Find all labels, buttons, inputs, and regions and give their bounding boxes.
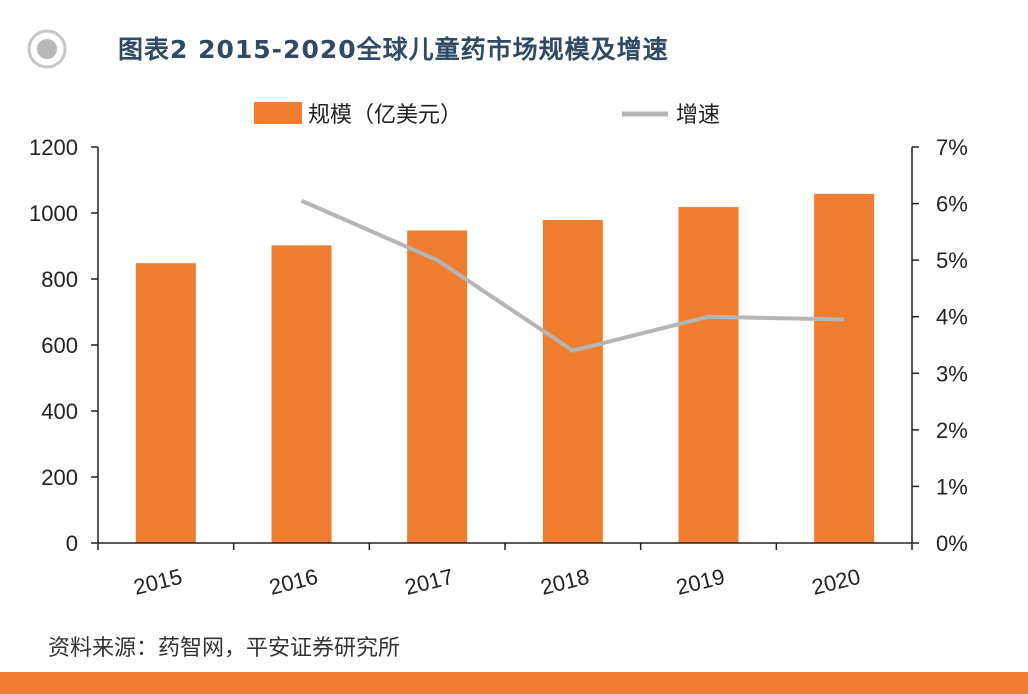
bar-2017	[407, 230, 468, 544]
chart-area: 规模（亿美元） 增速 0 200 400 600 800 1000 1200 0% 1% 2% 3%…	[29, 102, 968, 600]
bar-2016	[271, 245, 332, 543]
right-tick-label: 1%	[936, 474, 968, 499]
x-tick-label: 2017	[402, 564, 456, 600]
source-note: 资料来源：药智网，平安证券研究所	[48, 636, 401, 661]
bar-series	[135, 193, 875, 544]
right-axis-ticks: 0% 1% 2% 3% 4% 5% 6% 7%	[912, 135, 968, 556]
bar-2015	[135, 263, 196, 543]
left-tick-label: 1200	[29, 135, 78, 160]
target-circle-icon	[27, 29, 67, 69]
growth-line-series	[300, 198, 845, 353]
bar-2018	[542, 219, 603, 543]
x-tick-label: 2019	[674, 564, 728, 600]
x-tick-label: 2020	[809, 564, 863, 600]
left-tick-label: 1000	[29, 201, 78, 226]
right-tick-label: 0%	[936, 531, 968, 556]
right-tick-label: 6%	[936, 192, 968, 217]
legend-line-label: 增速	[676, 102, 720, 127]
bar-2019	[678, 207, 739, 543]
right-tick-label: 3%	[936, 361, 968, 386]
x-tick-label: 2016	[267, 564, 321, 600]
x-tick-label: 2018	[538, 564, 592, 600]
left-tick-label: 400	[41, 399, 78, 424]
x-tick-label: 2015	[131, 564, 185, 600]
bar-2020	[814, 193, 875, 544]
left-tick-label: 800	[41, 267, 78, 292]
legend-bar-label: 规模（亿美元）	[308, 102, 462, 127]
left-tick-label: 0	[66, 531, 78, 556]
right-tick-label: 7%	[936, 135, 968, 160]
axes	[97, 147, 913, 544]
legend: 规模（亿美元） 增速	[254, 102, 720, 127]
right-tick-label: 5%	[936, 248, 968, 273]
x-axis-ticks: 2015 2016 2017 2018 2019 2020	[97, 543, 913, 600]
left-tick-label: 200	[41, 465, 78, 490]
left-tick-label: 600	[41, 333, 78, 358]
left-axis-ticks: 0 200 400 600 800 1000 1200	[29, 135, 98, 556]
right-tick-label: 4%	[936, 305, 968, 330]
legend-bar-swatch	[254, 102, 302, 124]
chart-title: 图表2 2015-2020全球儿童药市场规模及增速	[118, 35, 669, 64]
chart-header: 图表2 2015-2020全球儿童药市场规模及增速	[0, 0, 1028, 100]
right-tick-label: 2%	[936, 418, 968, 443]
footer-accent-bar	[0, 672, 1028, 694]
